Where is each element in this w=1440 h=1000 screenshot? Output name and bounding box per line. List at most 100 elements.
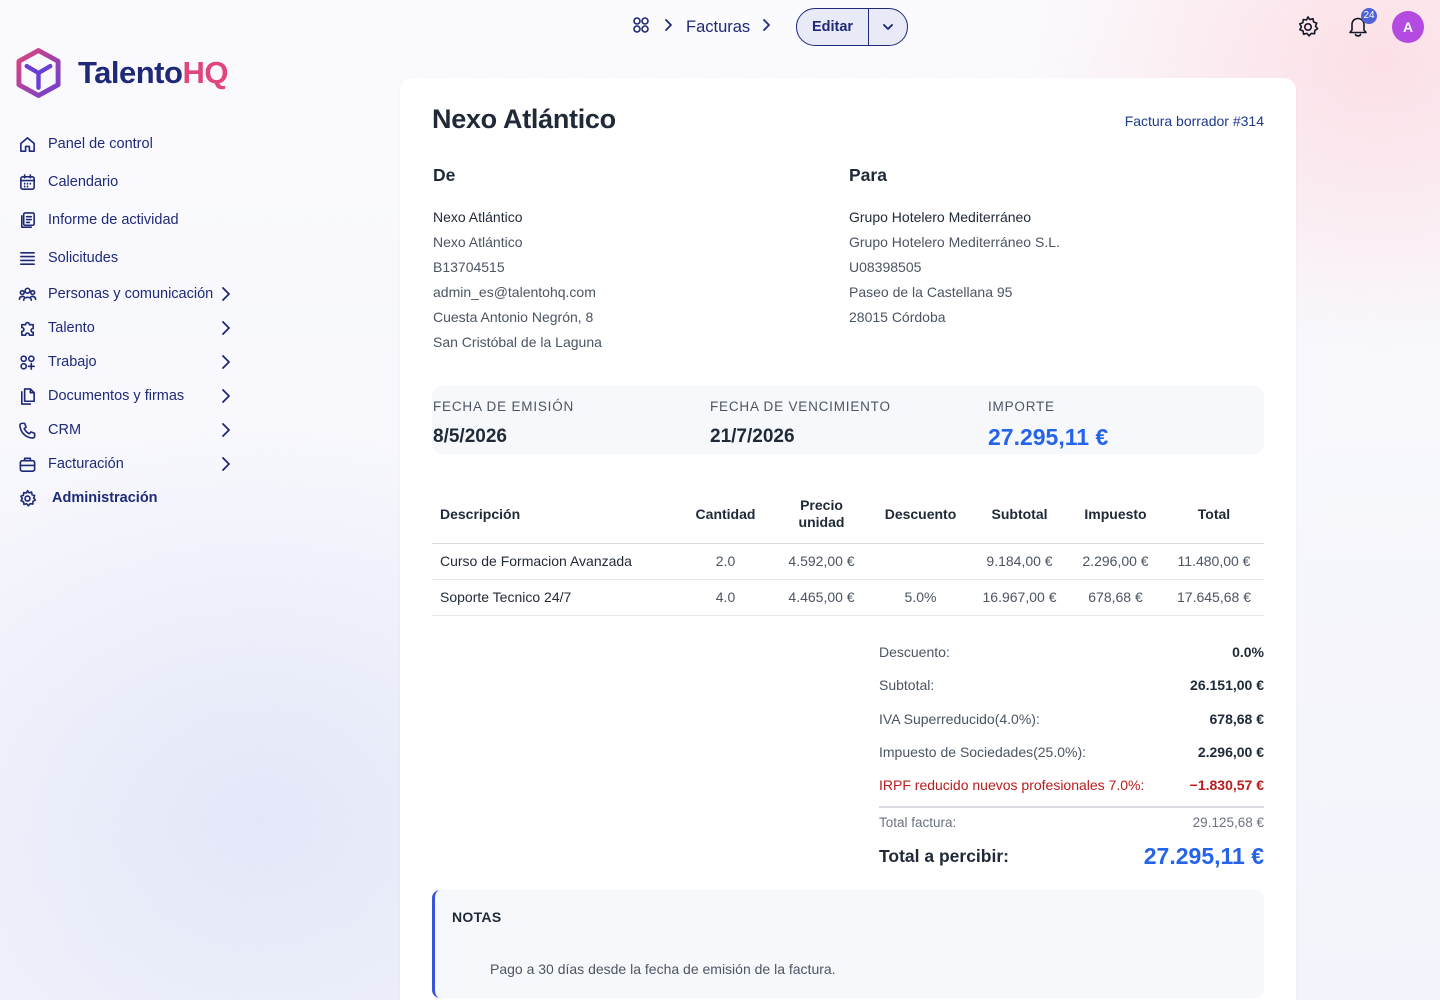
cell-tax: 678,68 € [1067,579,1164,616]
from-line: San Cristóbal de la Laguna [433,334,602,350]
totals-label: Impuesto de Sociedades(25.0%): [879,744,1087,760]
to-line: 28015 Córdoba [849,309,946,325]
settings-button[interactable] [1296,15,1320,39]
sidebar-item-label: Trabajo [48,354,97,370]
cell-description: Curso de Formacion Avanzada [432,543,677,580]
sidebar-item-label: Talento [48,320,95,336]
col-header-subtotal: Subtotal [972,486,1067,544]
phone-icon [17,420,37,440]
cube-logo-icon [16,48,61,98]
sidebar-item-label: Calendario [48,174,119,190]
col-header-descuento: Descuento [869,486,972,544]
sidebar-item-personas-y-comunicacion[interactable]: Personas y comunicación [17,279,241,309]
sidebar-item-label: Panel de control [48,136,153,152]
cell-subtotal: 16.967,00 € [972,579,1067,616]
totals-label: Total a percibir: [879,845,1009,866]
totals-discount-row: Descuento: 0.0% [879,642,1264,662]
list-icon [17,248,37,268]
amount-block: IMPORTE 27.295,11 € [988,399,1108,451]
cell-discount: 5.0% [869,579,972,616]
col-header-total: Total [1164,486,1264,544]
cell-discount [869,543,972,580]
from-line: Nexo Atlántico [433,209,523,225]
calendar-icon [17,172,37,192]
breadcrumb-facturas-link[interactable]: Facturas [686,17,751,36]
totals-label: IVA Superreducido(4.0%): [879,711,1040,727]
cell-total: 17.645,68 € [1164,579,1264,616]
sidebar-item-trabajo[interactable]: Trabajo [17,347,241,377]
sidebar-item-calendario[interactable]: Calendario [17,167,241,197]
totals-label: Subtotal: [879,677,935,693]
user-avatar[interactable]: A [1392,11,1424,43]
chevron-right-icon [219,354,233,370]
totals-value: 27.295,11 € [1143,842,1264,869]
sidebar-item-talento[interactable]: Talento [17,313,241,343]
invoice-notes: NOTAS Pago a 30 días desde la fecha de e… [432,890,1264,998]
to-details: Grupo Hotelero Mediterráneo Grupo Hotele… [849,205,1060,330]
notes-title: NOTAS [452,909,502,925]
sidebar-item-informe-de-actividad[interactable]: Informe de actividad [17,205,241,235]
apps-grid-icon[interactable] [632,16,650,39]
report-icon [17,210,37,230]
gear-icon [17,488,37,508]
totals-iva-row: IVA Superreducido(4.0%): 678,68 € [879,709,1264,729]
edit-dropdown-button[interactable] [869,9,907,45]
cell-subtotal: 9.184,00 € [972,543,1067,580]
totals-label: Descuento: [879,644,950,660]
to-title: Para [849,165,887,185]
chevron-right-icon [219,320,233,336]
sidebar-item-label: Documentos y firmas [48,388,185,404]
totals-irpf-row: IRPF reducido nuevos profesionales 7.0%:… [879,775,1264,795]
table-row: Curso de Formacion Avanzada 2.0 4.592,00… [432,543,1264,580]
invoice-card: Nexo Atlántico Factura borrador #314 De … [400,78,1296,1000]
totals-divider [879,806,1264,808]
to-line: Paseo de la Castellana 95 [849,284,1013,300]
totals-invoice-total-row: Total factura: 29.125,68 € [879,812,1264,832]
chevron-right-icon [662,18,674,37]
amount-value: 27.295,11 € [988,424,1109,450]
home-icon [17,134,37,154]
to-line: Grupo Hotelero Mediterráneo S.L. [849,234,1060,250]
totals-sociedades-row: Impuesto de Sociedades(25.0%): 2.296,00 … [879,742,1264,762]
due-date-block: FECHA DE VENCIMIENTO 21/7/2026 [710,399,891,448]
chevron-right-icon [760,18,772,37]
notifications-badge: 24 [1361,8,1377,24]
totals-receive-row: Total a percibir: 27.295,11 € [879,841,1264,871]
totals-value: 678,68 € [1209,711,1265,727]
sidebar-item-solicitudes[interactable]: Solicitudes [17,243,241,273]
sidebar-item-label: Solicitudes [48,250,119,266]
bell-icon [1349,17,1367,37]
notifications-button[interactable] [1344,12,1372,40]
from-line: Nexo Atlántico [433,234,523,250]
invoice-items-table: Descripción Cantidad Precio unidad Descu… [432,486,1264,616]
totals-label: Total factura: [879,814,957,830]
sidebar-item-documentos-y-firmas[interactable]: Documentos y firmas [17,381,241,411]
issue-date-value: 8/5/2026 [433,426,507,447]
col-header-cantidad: Cantidad [677,486,774,544]
from-line: Cuesta Antonio Negrón, 8 [433,309,594,325]
chevron-right-icon [219,456,233,472]
col-header-precio-unidad: Precio unidad [774,486,869,544]
sidebar-item-label: Informe de actividad [48,212,179,228]
sidebar-item-crm[interactable]: CRM [17,415,241,445]
sidebar-item-facturacion[interactable]: Facturación [17,449,241,479]
sidebar-item-label: Personas y comunicación [48,286,214,302]
sidebar-item-administracion[interactable]: Administración [17,483,241,513]
breadcrumb: Facturas [632,16,772,38]
totals-label: IRPF reducido nuevos profesionales 7.0%: [879,777,1145,793]
to-line: U08398505 [849,259,922,275]
cell-quantity: 2.0 [677,543,774,580]
col-header-descripcion: Descripción [432,486,677,544]
cell-total: 11.480,00 € [1164,543,1264,580]
totals-value: −1.830,57 € [1189,777,1264,793]
due-date-label: FECHA DE VENCIMIENTO [710,399,891,414]
edit-button[interactable]: Editar [797,9,869,45]
issue-date-label: FECHA DE EMISIÓN [433,399,575,414]
chevron-right-icon [219,422,233,438]
sidebar-item-label: Administración [52,490,158,506]
sidebar-item-panel-de-control[interactable]: Panel de control [17,129,241,159]
app-logo[interactable]: TalentoHQ [15,47,228,99]
cell-quantity: 4.0 [677,579,774,616]
app-logo-text: TalentoHQ [78,55,228,90]
totals-value: 29.125,68 € [1192,814,1264,830]
